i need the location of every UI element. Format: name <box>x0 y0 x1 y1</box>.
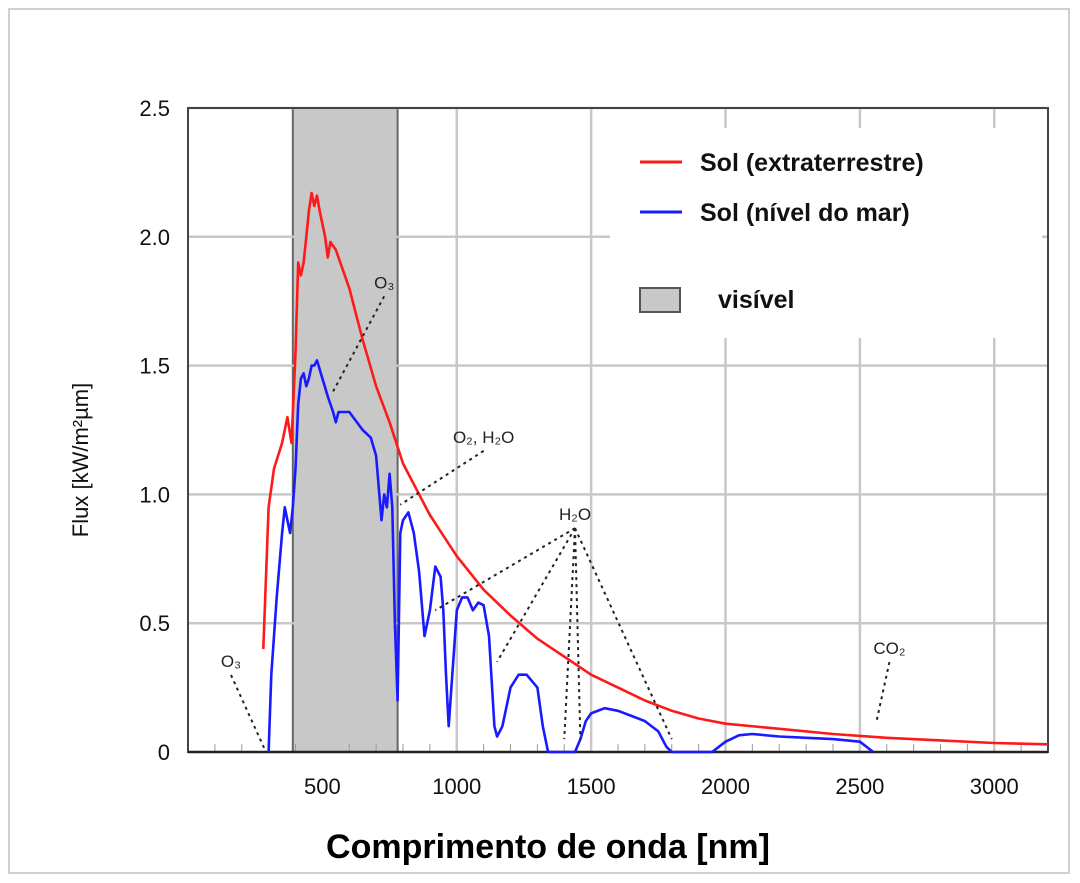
y-tick-label-3: 1.5 <box>139 354 170 379</box>
series-line-0 <box>262 191 1049 746</box>
annotation-leader-3-0 <box>875 661 891 724</box>
x-tick-label-5: 3000 <box>970 774 1019 799</box>
annotation-label-1: O₂, H₂O <box>453 428 514 447</box>
legend-swatch-visible <box>639 287 681 313</box>
x-tick-label-1: 1000 <box>432 774 481 799</box>
annotation-leader-1-0 <box>399 450 485 506</box>
flux-chart: O₃ O₂, H₂O H₂O CO₂ O₃ 500 1000 1500 2000 2500 300… <box>68 96 1049 866</box>
annotation-label-2: H₂O <box>559 505 591 524</box>
y-tick-label-0: 0 <box>158 740 170 765</box>
legend-label-visible: visível <box>718 286 794 314</box>
visible-band <box>291 107 399 753</box>
x-tick-label-0: 500 <box>304 774 341 799</box>
y-tick-label-4: 2.0 <box>139 225 170 250</box>
legend: Sol (extraterrestre) Sol (nível do mar) vi… <box>610 128 1042 338</box>
annotation-label-3: CO₂ <box>873 639 905 658</box>
annotation-leader-2-2 <box>563 528 576 740</box>
annotation-leader-2-0 <box>434 527 576 612</box>
series-line-1 <box>267 359 875 754</box>
annotation-leader-2-3 <box>574 528 582 740</box>
y-tick-label-1: 0.5 <box>139 611 170 636</box>
annotation-leader-2-4 <box>574 527 673 740</box>
y-tick-label-5: 2.5 <box>139 96 170 121</box>
y-tick-label-2: 1.0 <box>139 482 170 507</box>
x-axis-label: Comprimento de onda [nm] <box>326 828 770 866</box>
legend-label-0: Sol (extraterrestre) <box>700 149 924 177</box>
annotation-label-0: O₃ <box>374 273 394 292</box>
annotation-label-4: O₃ <box>221 652 241 671</box>
chart-frame: O₃ O₂, H₂O H₂O CO₂ O₃ 500 1000 1500 2000 2500 300… <box>8 8 1070 874</box>
annotation-leader-4-0 <box>230 674 267 753</box>
x-tick-label-4: 2500 <box>835 774 884 799</box>
x-tick-label-3: 2000 <box>701 774 750 799</box>
legend-label-1: Sol (nível do mar) <box>700 199 910 227</box>
y-axis-label: Flux [kW/m²µm] <box>68 383 93 537</box>
x-tick-label-2: 1500 <box>567 774 616 799</box>
annotation-leader-2-1 <box>496 527 576 663</box>
